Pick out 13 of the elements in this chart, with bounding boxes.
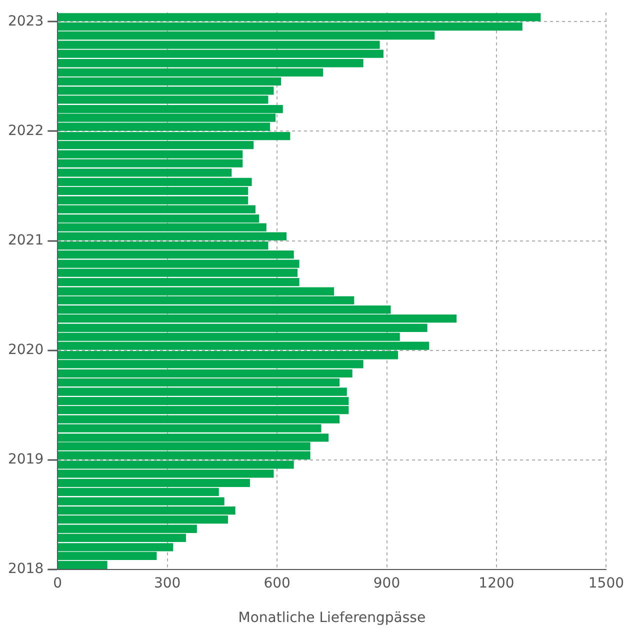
x-axis-title: Monatliche Lieferengpässe [238,610,426,626]
y-tick-label: 2022 [8,122,44,139]
x-tick-label: 300 [154,575,181,592]
y-tick-label: 2018 [8,561,44,578]
x-tick-label: 900 [373,575,400,592]
x-tick-label: 600 [264,575,290,592]
x-tick-label: 0 [53,575,62,592]
y-tick-label: 2021 [8,232,44,248]
y-tick-label: 2023 [8,13,44,30]
x-tick-label: 1200 [478,575,514,592]
y-tick-label: 2020 [8,342,44,358]
y-tick-label: 2019 [8,452,44,468]
x-tick-label: 1500 [588,575,624,592]
